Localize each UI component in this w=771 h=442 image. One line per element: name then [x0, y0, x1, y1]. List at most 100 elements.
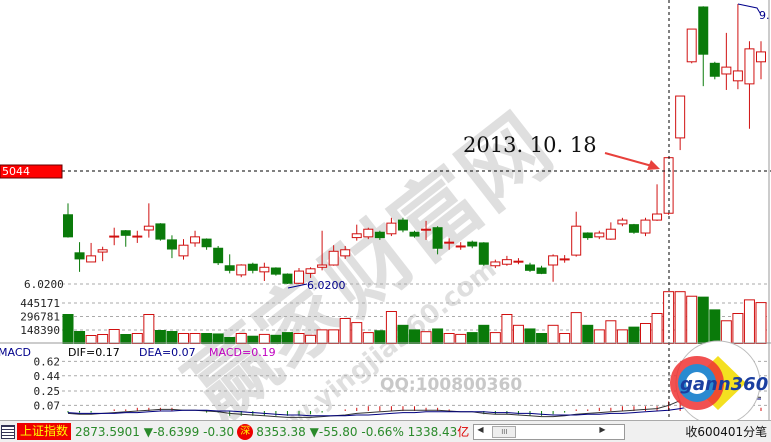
- sh-index-name[interactable]: 上证指数: [17, 423, 72, 440]
- volume-bar: [512, 324, 524, 344]
- volume-bar: [293, 333, 305, 344]
- volume-bar: [189, 333, 201, 344]
- candle-body: [155, 223, 166, 240]
- candle-body: [455, 245, 466, 248]
- horizontal-scrollbar[interactable]: ◀ III ▶: [473, 423, 626, 440]
- volume-bar: [640, 323, 651, 344]
- volume-bar: [489, 332, 501, 345]
- volume-bar: [628, 326, 640, 344]
- candle-body: [675, 95, 686, 139]
- volume-bar: [755, 302, 767, 345]
- candle-body: [721, 66, 732, 75]
- volume-bar: [397, 324, 409, 344]
- volume-bar: [362, 332, 374, 345]
- macd-label: MACD=0.19: [209, 346, 276, 359]
- sh-index-value: 2873.5901: [75, 424, 140, 439]
- scroll-right-arrow-icon[interactable]: ▶: [599, 424, 606, 434]
- candle-body: [536, 267, 547, 274]
- volume-bar: [732, 313, 744, 344]
- volume-bar: [674, 291, 686, 345]
- candle-body: [363, 228, 374, 238]
- candle-body: [444, 241, 455, 244]
- stock-chart[interactable]: 赢家财富网 www.yingjia360.com 445171296781148…: [0, 0, 771, 420]
- candle-body: [305, 268, 316, 274]
- candle-body: [744, 48, 755, 85]
- turnover-unit: 亿: [457, 425, 470, 439]
- candle-body: [247, 263, 258, 271]
- volume-bar: [212, 333, 224, 345]
- candle-body: [432, 227, 443, 249]
- candle-body: [86, 255, 97, 263]
- candle-body: [143, 225, 154, 231]
- candlesticks: [63, 3, 766, 285]
- candle-body: [120, 230, 131, 236]
- volume-bar: [443, 333, 455, 344]
- macd-tick-label: 0.62: [34, 355, 61, 368]
- volume-bar: [686, 295, 698, 344]
- candle-body: [467, 241, 478, 247]
- menu-grid-icon[interactable]: [1, 424, 15, 439]
- candle-body: [201, 238, 212, 248]
- volume-bar: [605, 320, 617, 345]
- candle-body: [421, 228, 432, 231]
- volume-bars: [62, 291, 767, 345]
- macd-tick-label: 0.25: [34, 385, 61, 398]
- candle-body: [478, 242, 489, 265]
- candle-body: [259, 266, 270, 273]
- volume-bar: [316, 329, 328, 345]
- candle-body: [317, 264, 328, 268]
- volume-tick-label: 296781: [20, 311, 60, 324]
- candle-body: [213, 247, 224, 264]
- sz-index-badge[interactable]: 深: [237, 423, 254, 440]
- volume-bar: [582, 324, 594, 344]
- volume-bar: [154, 330, 166, 344]
- macd-tick-label: 0.44: [34, 370, 61, 383]
- gann360-logo: gann360: [670, 340, 768, 420]
- volume-bar: [570, 312, 582, 345]
- stock-code-label[interactable]: 收600401分笔: [685, 425, 768, 439]
- candle-body: [386, 222, 397, 235]
- sz-index-change: ▼-55.80: [309, 424, 358, 439]
- reference-price-label: 5044: [2, 165, 30, 178]
- candle-body: [571, 225, 582, 256]
- volume-bar: [385, 311, 397, 344]
- low-marker-line: [287, 283, 308, 289]
- volume-bar: [536, 333, 548, 344]
- candle-body: [270, 267, 281, 275]
- volume-bar: [247, 335, 259, 344]
- candle-body: [628, 224, 639, 233]
- sz-index-pct: -0.66%: [361, 424, 404, 439]
- sh-index-pct: -0.30: [203, 424, 235, 439]
- candle-body: [732, 70, 743, 82]
- volume-bar: [593, 329, 605, 345]
- volume-bar: [143, 314, 155, 344]
- volume-bar: [743, 299, 755, 345]
- scroll-left-arrow-icon[interactable]: ◀: [477, 424, 484, 434]
- volume-bar: [455, 333, 467, 344]
- dif-label: DIF=0.17: [68, 346, 120, 359]
- candle-body: [374, 231, 385, 239]
- scroll-thumb[interactable]: III: [492, 425, 517, 438]
- candle-body: [74, 252, 85, 260]
- volume-bar: [697, 296, 709, 344]
- logo-text: gann360: [680, 374, 768, 395]
- candle-body: [548, 255, 559, 266]
- candle-body: [63, 214, 73, 238]
- volume-bar: [524, 328, 536, 345]
- volume-bar: [120, 334, 132, 344]
- candle-body: [617, 219, 628, 225]
- candle-body: [166, 239, 177, 250]
- volume-tick-label: 148390: [20, 324, 60, 337]
- volume-bar: [235, 333, 247, 344]
- candle-body: [282, 273, 293, 284]
- candle-body: [652, 213, 663, 221]
- candle-body: [340, 249, 351, 257]
- candle-body: [328, 250, 339, 266]
- candle-body: [109, 235, 120, 238]
- candle-body: [224, 265, 235, 271]
- candle-body: [97, 249, 108, 253]
- volume-bar: [351, 322, 363, 345]
- candle-body: [397, 219, 408, 231]
- volume-bar: [166, 331, 178, 344]
- dea-label: DEA=0.07: [139, 346, 196, 359]
